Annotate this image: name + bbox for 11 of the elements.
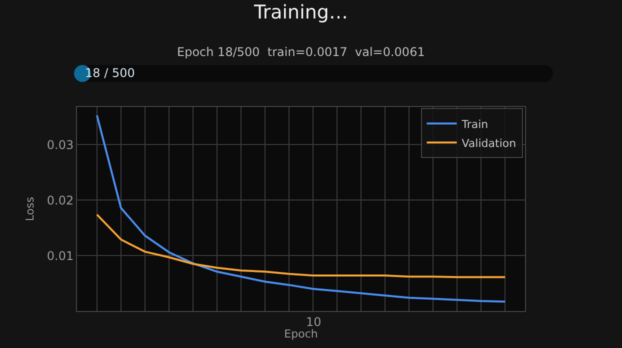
text: 10 <box>306 315 322 329</box>
line-series <box>96 214 506 278</box>
y-axis-title: Loss <box>24 196 37 222</box>
legend-label: Validation <box>462 136 516 150</box>
y-tick-label: 0.02 <box>46 193 74 208</box>
chart-subtitle: Epoch 18/500 train=0.0017 val=0.0061 <box>177 45 425 59</box>
y-tick-label: 0.01 <box>46 248 74 263</box>
y-tick-label: 0.03 <box>46 138 74 152</box>
x-axis-title: Epoch <box>284 327 318 340</box>
legend-label: Train <box>460 118 488 131</box>
chart-title: Training… <box>253 2 348 24</box>
